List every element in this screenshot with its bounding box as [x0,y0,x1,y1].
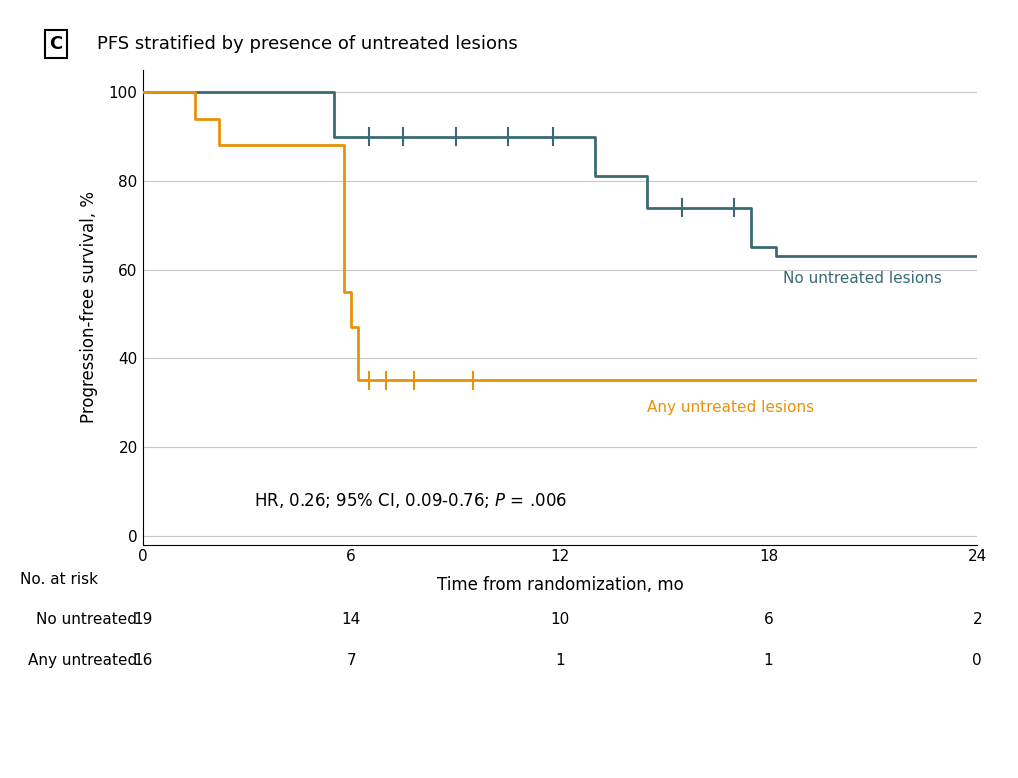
Text: No untreated lesions: No untreated lesions [783,271,942,286]
Text: No. at risk: No. at risk [20,572,99,587]
Text: 1: 1 [555,653,565,668]
Text: 1: 1 [764,653,774,668]
Text: 19: 19 [132,612,153,627]
Text: 2: 2 [972,612,982,627]
Text: Any untreated lesions: Any untreated lesions [646,400,814,415]
Text: 10: 10 [551,612,569,627]
Text: C: C [49,35,63,53]
Y-axis label: Progression-free survival, %: Progression-free survival, % [79,191,98,423]
Text: HR, 0.26; 95% CI, 0.09-0.76; $\it{P}$ = .006: HR, 0.26; 95% CI, 0.09-0.76; $\it{P}$ = … [253,491,567,510]
Text: No untreated: No untreated [37,612,137,627]
Text: 6: 6 [764,612,774,627]
Text: 16: 16 [132,653,153,668]
Text: 0: 0 [972,653,982,668]
Text: 7: 7 [346,653,356,668]
Text: 14: 14 [342,612,360,627]
X-axis label: Time from randomization, mo: Time from randomization, mo [437,576,683,594]
Text: Any untreated: Any untreated [29,653,137,668]
Text: PFS stratified by presence of untreated lesions: PFS stratified by presence of untreated … [97,35,517,53]
